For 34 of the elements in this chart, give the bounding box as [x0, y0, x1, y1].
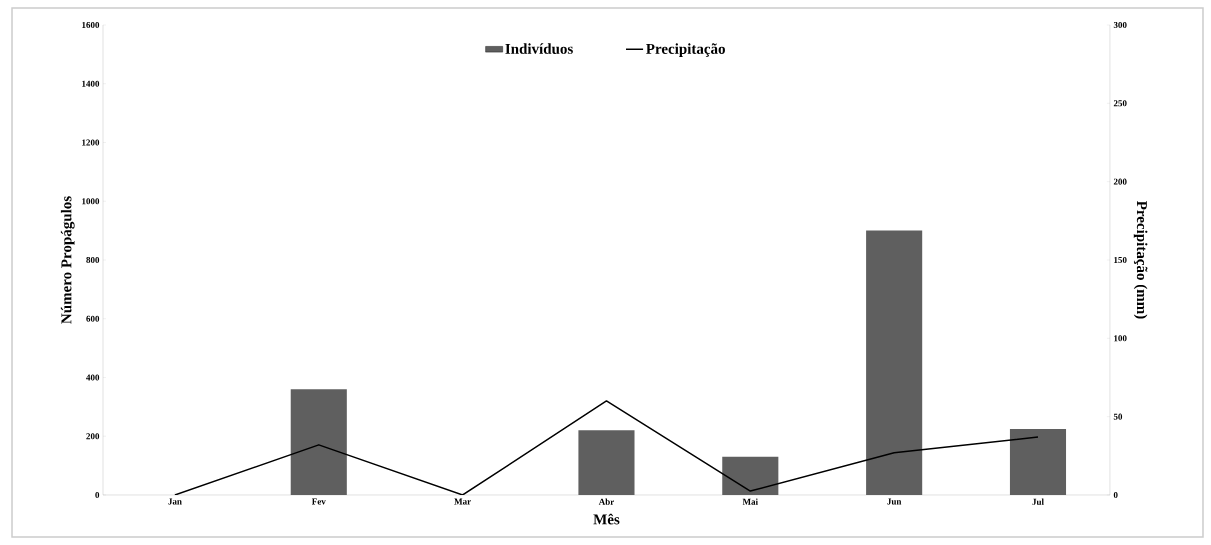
- y2-tick-label: 0: [1113, 491, 1118, 499]
- x-tick-label: Abr: [598, 498, 615, 505]
- y-tick-label: 1600: [82, 21, 100, 29]
- y-tick-label: 200: [86, 433, 100, 440]
- y-tick-label: 1400: [82, 80, 100, 87]
- y2-tick-label: 200: [1113, 178, 1127, 185]
- y-tick-label: 0: [95, 491, 100, 499]
- bar: [866, 230, 923, 495]
- y-tick-label: 400: [86, 374, 100, 381]
- bar: [578, 430, 635, 495]
- x-axis-title: Mês: [593, 513, 620, 525]
- y-tick-label: 1000: [82, 198, 100, 205]
- line-series: [174, 400, 1039, 495]
- y2-tick-label: 100: [1114, 335, 1127, 342]
- y-tick-label: 600: [86, 315, 100, 322]
- y-tick-label: 800: [86, 256, 100, 264]
- y-axis-title: Número Propágulos: [60, 196, 75, 324]
- y2-tick-label: 50: [1113, 413, 1123, 420]
- x-tick-label: Mai: [742, 498, 758, 505]
- x-tick-label: Jan: [168, 498, 182, 505]
- y-tick-label: 1200: [82, 139, 100, 146]
- y2-axis-title: Precipitação (mm): [1133, 201, 1148, 319]
- y2-tick-label: 300: [1113, 21, 1127, 29]
- y2-tick-label: 150: [1114, 256, 1127, 264]
- x-tick-label: Mar: [454, 498, 471, 505]
- legend-label: Precipitação: [646, 43, 725, 57]
- x-tick-label: Fev: [311, 498, 326, 505]
- y2-tick-label: 250: [1113, 100, 1127, 107]
- x-tick-label: Jun: [887, 498, 902, 505]
- bar: [290, 389, 347, 495]
- legend-label: Indivíduos: [505, 43, 573, 54]
- bar: [722, 456, 779, 495]
- x-tick-label: Jul: [1032, 498, 1044, 505]
- bar: [1009, 428, 1067, 495]
